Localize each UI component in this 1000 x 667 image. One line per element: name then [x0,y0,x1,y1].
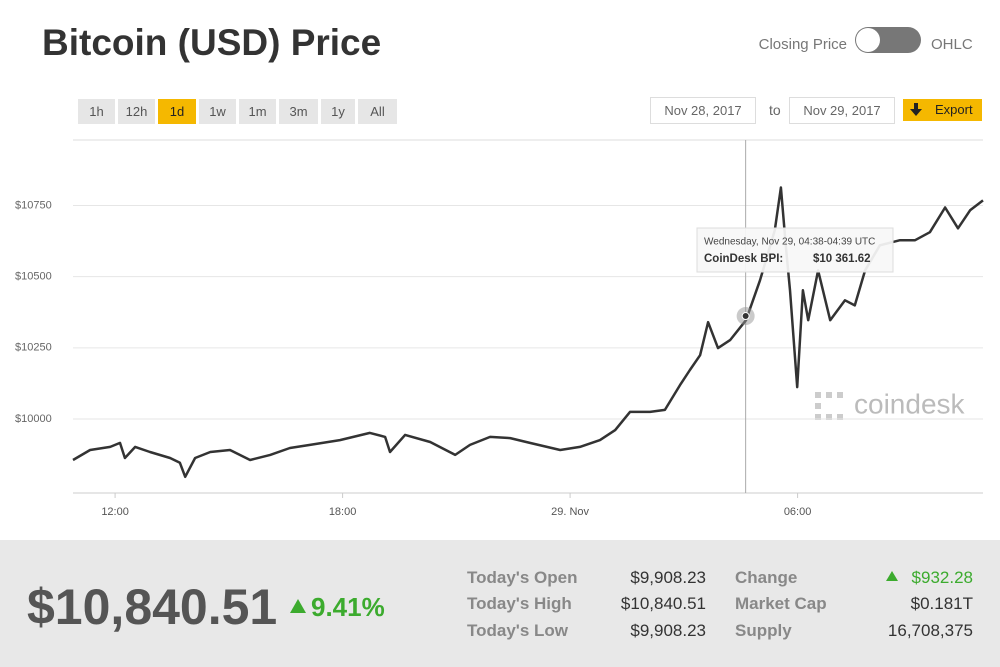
stat-value: $10,840.51 [620,594,706,613]
watermark: coindesk [854,388,966,419]
toggle-switch[interactable] [855,27,921,53]
stat-label: Market Cap [735,594,827,613]
stat-label: Today's High [467,594,572,613]
stat-label: Today's Low [467,621,569,640]
y-tick-label: $10750 [15,199,52,211]
date-to[interactable]: Nov 29, 2017 [789,97,895,124]
range-button[interactable]: 1y [321,99,355,124]
x-tick-label: 06:00 [784,506,812,518]
stat-label: Today's Open [467,568,578,587]
range-button[interactable]: 1d [158,99,196,124]
stat-label: Change [735,568,798,587]
price: $10,840.51 [27,579,278,635]
range-button[interactable]: 1w [199,99,236,124]
range-button[interactable]: All [358,99,397,124]
export-button[interactable]: Export [903,99,982,121]
tooltip: Wednesday, Nov 29, 04:38-04:39 UTC CoinDe… [696,227,894,273]
x-tick-label: 29. Nov [551,506,589,518]
toggle-right: OHLC [931,36,973,53]
y-tick-label: $10250 [15,342,52,354]
hover-point [741,312,750,321]
stat-value: $9,908.23 [630,568,706,587]
range-button[interactable]: 12h [118,99,155,124]
x-tick-label: 12:00 [101,506,129,518]
watermark-logo [815,392,843,420]
stats-panel: $10,840.51 9.41% Today's Open $9,908.23 To… [0,540,1000,667]
tooltip-box [696,227,894,273]
export-label: Export [935,102,973,117]
toggle-knob [856,28,880,52]
range-button[interactable]: 3m [279,99,318,124]
page-title: Bitcoin (USD) Price [42,22,382,63]
stat-label: Supply [735,621,792,640]
stat-value: $0.181T [910,594,973,613]
y-tick-label: $10000 [15,413,52,425]
stat-value: 16,708,375 [887,621,973,640]
stat-value: $932.28 [911,568,973,587]
date-sep: to [769,102,781,118]
y-tick-label: $10500 [15,271,52,283]
range-button[interactable]: 1h [78,99,115,124]
range-button[interactable]: 1m [239,99,276,124]
download-icon [910,103,922,116]
change-pct: 9.41% [311,592,385,622]
up-arrow [886,571,898,581]
x-tick-label: 18:00 [329,506,357,518]
tooltip-name: CoinDesk BPI: [704,253,783,265]
date-from[interactable]: Nov 28, 2017 [650,97,756,124]
tooltip-value: $10 361.62 [813,253,871,265]
up-arrow [290,599,306,613]
toggle-left: Closing Price [758,36,847,53]
chart: coindesk $10000 $10250 $10500 $10750 12:00 18… [15,139,984,518]
price-line [72,186,984,479]
tooltip-date: Wednesday, Nov 29, 04:38-04:39 UTC [704,237,875,248]
stat-value: $9,908.23 [630,621,706,640]
